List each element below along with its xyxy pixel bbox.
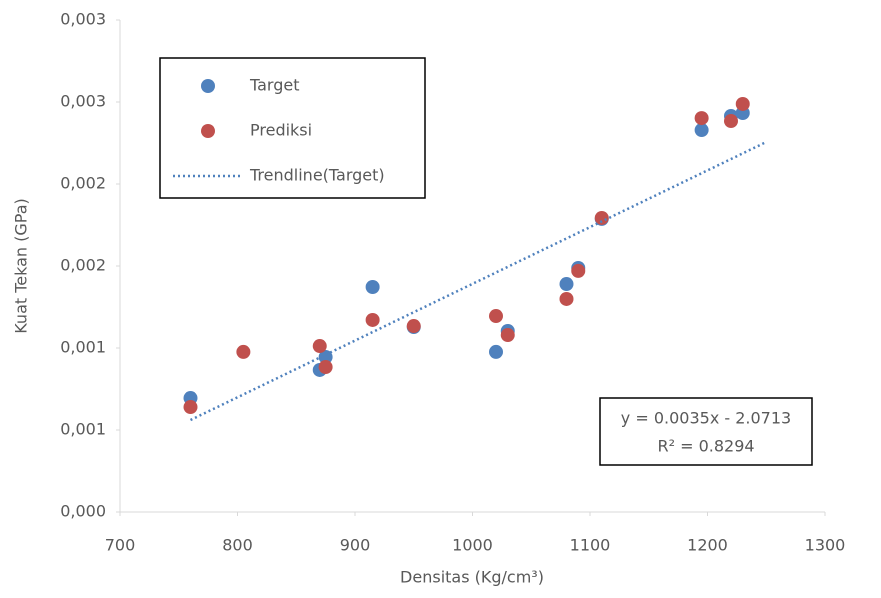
point xyxy=(571,263,586,278)
point xyxy=(312,339,327,354)
point xyxy=(406,319,421,334)
point xyxy=(365,312,380,327)
point xyxy=(694,111,709,126)
point xyxy=(735,96,750,111)
y-axis-title: Kuat Tekan (GPa) xyxy=(12,198,31,334)
point xyxy=(318,360,333,375)
point xyxy=(365,279,380,294)
x-tick-label: 800 xyxy=(222,536,253,555)
point xyxy=(594,210,609,225)
y-tick-label: 0,003 xyxy=(60,92,106,111)
trendline xyxy=(189,140,767,422)
y-tick-label: 0,002 xyxy=(60,174,106,193)
point xyxy=(183,400,198,415)
legend-swatch xyxy=(201,79,215,93)
y-tick-label: 0,002 xyxy=(60,256,106,275)
point xyxy=(489,344,503,359)
x-tick-label: 900 xyxy=(340,536,371,555)
y-tick-label: 0,003 xyxy=(60,10,106,29)
legend-swatch xyxy=(201,124,215,138)
point xyxy=(694,123,709,138)
y-tick-label: 0,000 xyxy=(60,502,106,521)
point xyxy=(318,350,333,365)
point xyxy=(500,328,515,343)
x-tick-label: 1200 xyxy=(687,536,728,555)
x-axis-title: Densitas (Kg/cm³) xyxy=(400,568,544,587)
y-tick-label: 0,001 xyxy=(60,338,106,357)
point xyxy=(559,277,574,292)
point xyxy=(236,344,251,359)
legend-label: Prediksi xyxy=(250,121,312,140)
legend-label: Trendline(Target) xyxy=(249,166,385,185)
y-tick-label: 0,001 xyxy=(60,420,106,439)
point xyxy=(489,309,503,324)
x-tick-label: 1300 xyxy=(805,536,846,555)
x-tick-label: 1100 xyxy=(570,536,611,555)
x-tick-label: 1000 xyxy=(452,536,493,555)
equation-box xyxy=(599,397,813,466)
x-tick-label: 700 xyxy=(105,536,136,555)
point xyxy=(559,291,574,306)
point xyxy=(724,114,738,129)
legend-label: Target xyxy=(249,76,300,95)
r-squared: R² = 0.8294 xyxy=(657,437,754,456)
equation: y = 0.0035x - 2.0713 xyxy=(621,409,791,428)
